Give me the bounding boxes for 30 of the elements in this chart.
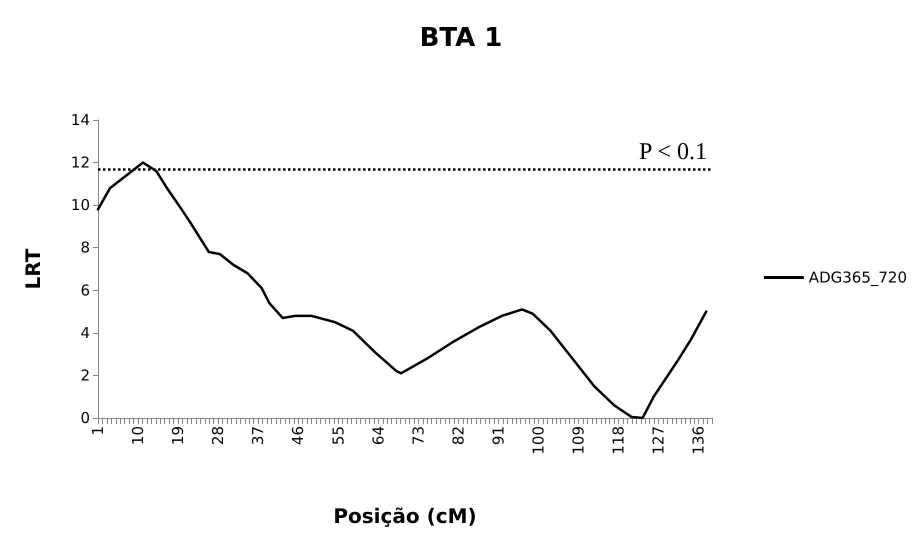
legend-label: ADG365_720 [808, 268, 908, 286]
x-tick-label: 118 [610, 426, 628, 455]
y-tick-label: 4 [80, 324, 90, 342]
line-series [96, 161, 708, 420]
x-tick-label: 55 [329, 426, 348, 446]
y-axis-title: LRT [21, 248, 45, 290]
x-tick-label: 100 [529, 426, 548, 455]
x-axis-title: Posição (cM) [333, 504, 477, 528]
y-tick-label: 14 [70, 111, 90, 129]
x-tick-label: 82 [449, 426, 468, 446]
y-tick-label: 10 [70, 196, 90, 214]
y-tick-label: 12 [70, 154, 90, 172]
x-tick-label: 10 [129, 426, 148, 446]
x-tick-label: 46 [289, 426, 308, 446]
x-tick-label: 37 [249, 426, 268, 446]
x-tick-label: 127 [650, 426, 668, 455]
y-tick-label: 6 [80, 281, 90, 300]
x-tick-label: 64 [369, 426, 388, 446]
x-tick-label: 91 [489, 426, 508, 446]
y-tick-label: 8 [80, 238, 90, 257]
ref-line-label: P < 0.1 [639, 138, 707, 165]
y-tick-label: 0 [80, 409, 90, 427]
chart-title: BTA 1 [420, 23, 502, 53]
y-tick-label: 2 [80, 366, 90, 384]
x-tick-label: 1 [89, 426, 107, 436]
x-tick-label: 28 [209, 426, 228, 446]
x-tick-label: 73 [409, 426, 428, 446]
x-tick-label: 109 [570, 426, 588, 455]
x-tick-label: 19 [169, 426, 188, 446]
x-tick-label: 136 [690, 426, 708, 455]
